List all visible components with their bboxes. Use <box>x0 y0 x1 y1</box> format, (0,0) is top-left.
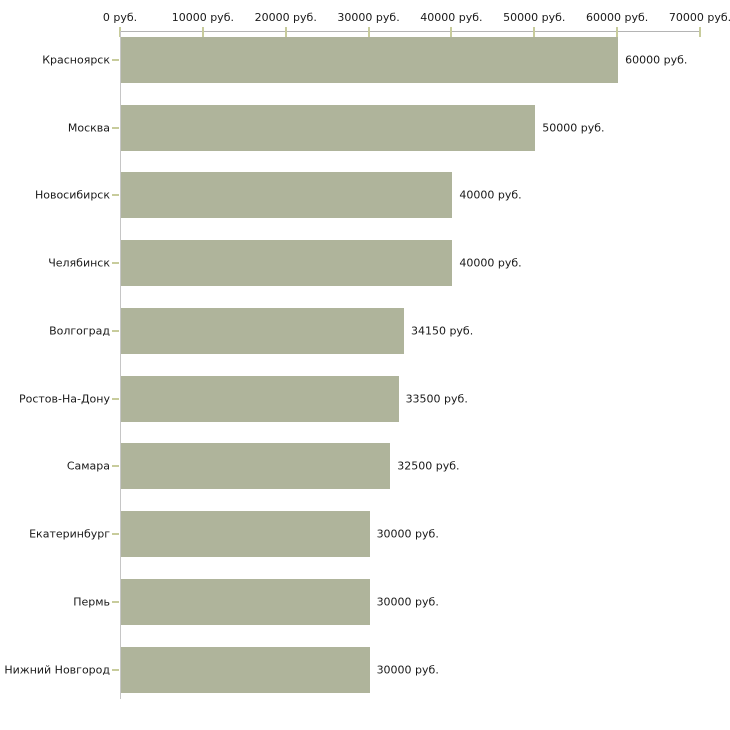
category-label: Волгоград <box>49 324 110 338</box>
bar-value-label: 50000 руб. <box>542 121 605 135</box>
x-axis-tick-label: 70000 руб. <box>668 11 730 24</box>
x-axis-tick-mark <box>450 27 453 37</box>
x-axis-tick-label: 50000 руб. <box>503 11 566 24</box>
x-axis-tick-mark <box>284 27 287 37</box>
category-tick-mark <box>112 126 119 129</box>
bar-value-label: 60000 руб. <box>625 53 688 67</box>
bar-value-label: 33500 руб. <box>405 392 468 406</box>
bar <box>121 172 453 219</box>
bar <box>121 37 619 83</box>
category-label: Москва <box>67 121 110 135</box>
category-tick-mark <box>112 397 119 400</box>
bar <box>121 443 391 490</box>
x-axis-tick-label: 30000 руб. <box>337 11 400 24</box>
bar <box>121 375 399 422</box>
category-label: Пермь <box>73 595 110 609</box>
bar-value-label: 30000 руб. <box>376 595 439 609</box>
category-tick-mark <box>112 533 119 536</box>
x-axis-tick-mark <box>699 27 701 37</box>
category-label: Екатеринбург <box>29 527 110 541</box>
x-axis-tick-label: 0 руб. <box>102 11 138 24</box>
x-axis-line <box>120 31 701 32</box>
x-axis-tick-mark <box>201 27 204 37</box>
bar-value-label: 32500 руб. <box>397 459 460 473</box>
bar <box>121 646 370 693</box>
category-tick-mark <box>112 194 119 197</box>
category-label: Ростов-На-Дону <box>18 392 110 406</box>
bar <box>121 240 453 287</box>
x-axis-tick-mark <box>533 27 536 37</box>
bar-value-label: 30000 руб. <box>376 527 439 541</box>
x-axis-tick-label: 40000 руб. <box>420 11 483 24</box>
category-tick-mark <box>112 59 119 61</box>
category-label: Красноярск <box>42 53 110 67</box>
category-tick-mark <box>112 329 119 332</box>
category-label: Челябинск <box>48 256 110 270</box>
x-axis-tick-label: 20000 руб. <box>254 11 317 24</box>
bar <box>121 578 370 625</box>
bar <box>121 307 404 354</box>
x-axis-tick-label: 10000 руб. <box>171 11 234 24</box>
bar <box>121 511 370 558</box>
bar-value-label: 30000 руб. <box>376 663 439 677</box>
category-label: Новосибирск <box>34 188 110 202</box>
bar-value-label: 40000 руб. <box>459 188 522 202</box>
category-tick-mark <box>112 262 119 265</box>
category-tick-mark <box>112 600 119 603</box>
x-axis-tick-mark <box>616 27 619 37</box>
category-label: Нижний Новгород <box>4 663 110 677</box>
bar-value-label: 34150 руб. <box>410 324 474 338</box>
category-tick-mark <box>112 668 119 671</box>
bar <box>121 104 536 151</box>
x-axis-tick-label: 60000 руб. <box>586 11 649 24</box>
x-axis-tick-mark <box>367 27 370 37</box>
category-label: Самара <box>66 459 110 473</box>
category-tick-mark <box>112 465 119 468</box>
y-axis-line <box>120 31 121 699</box>
bar-value-label: 40000 руб. <box>459 256 522 270</box>
